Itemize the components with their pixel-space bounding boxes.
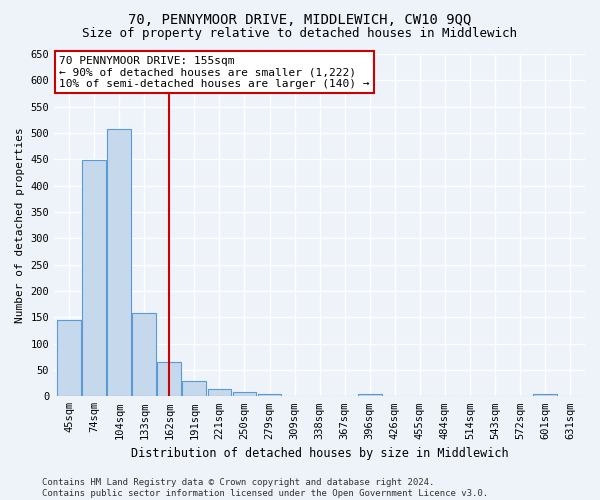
Text: Contains HM Land Registry data © Crown copyright and database right 2024.
Contai: Contains HM Land Registry data © Crown c… <box>42 478 488 498</box>
Text: 70 PENNYMOOR DRIVE: 155sqm
← 90% of detached houses are smaller (1,222)
10% of s: 70 PENNYMOOR DRIVE: 155sqm ← 90% of deta… <box>59 56 370 89</box>
Bar <box>107 130 131 396</box>
Bar <box>233 392 256 396</box>
Bar <box>182 380 206 396</box>
Bar <box>257 394 281 396</box>
Bar <box>358 394 382 396</box>
Bar <box>157 362 181 396</box>
Bar <box>133 313 156 396</box>
Bar <box>208 389 232 396</box>
Bar <box>82 160 106 396</box>
Bar <box>533 394 557 396</box>
X-axis label: Distribution of detached houses by size in Middlewich: Distribution of detached houses by size … <box>131 447 508 460</box>
Text: Size of property relative to detached houses in Middlewich: Size of property relative to detached ho… <box>83 28 517 40</box>
Bar <box>57 320 81 396</box>
Y-axis label: Number of detached properties: Number of detached properties <box>15 128 25 323</box>
Text: 70, PENNYMOOR DRIVE, MIDDLEWICH, CW10 9QQ: 70, PENNYMOOR DRIVE, MIDDLEWICH, CW10 9Q… <box>128 12 472 26</box>
